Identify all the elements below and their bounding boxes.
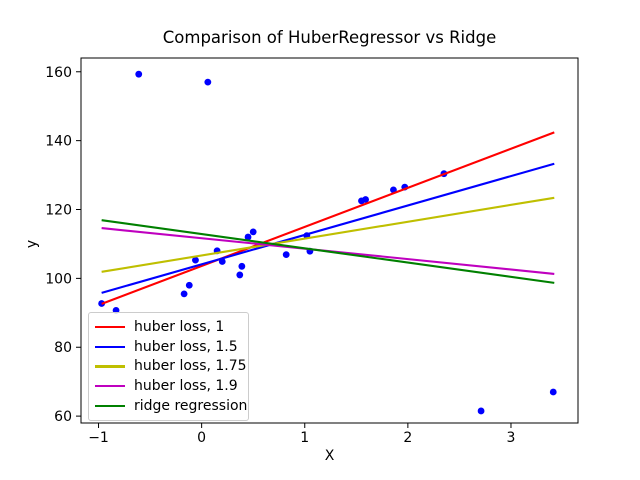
legend-line-sample [95,404,125,408]
regression-line [101,131,555,305]
x-tick-label: 2 [403,430,412,446]
scatter-point [282,251,290,259]
scatter-point [249,228,257,236]
regression-line [101,219,555,284]
x-tick-label: 1 [300,430,309,446]
y-tick-label: 60 [54,409,72,425]
scatter-point [192,256,199,264]
legend-label: huber loss, 1 [134,318,225,335]
y-tick-label: 120 [45,203,72,219]
scatter-point [135,70,143,78]
legend-label: huber loss, 1.9 [134,378,238,395]
scatter-point [244,233,252,241]
scatter-point [549,388,557,396]
legend: huber loss, 1 huber loss, 1.5 huber loss, … [88,312,249,421]
x-tick-label: −1 [88,430,109,446]
scatter-point [180,290,188,298]
legend-label: huber loss, 1.5 [134,338,238,355]
scatter-point [236,271,244,279]
scatter-point [238,262,246,270]
y-tick-label: 80 [54,340,72,356]
y-tick-label: 100 [45,271,72,287]
scatter-point [362,196,369,203]
legend-label: huber loss, 1.75 [134,358,247,375]
legend-row: huber loss, 1.5 [89,337,248,357]
legend-line-sample [95,365,125,368]
y-tick-label: 140 [45,134,72,150]
axes-frame [80,57,579,424]
scatter-point [185,281,193,289]
x-axis-label: X [324,448,335,464]
y-axis-label: y [24,239,40,249]
legend-line-sample [95,385,125,388]
regression-line [101,162,555,294]
scatter-point [204,78,212,86]
chart-title: Comparison of HuberRegressor vs Ridge [162,28,497,47]
x-tick-label: 0 [197,430,206,446]
y-tick-label: 160 [45,65,72,81]
x-tick-label: 3 [507,430,516,446]
regression-line [101,196,555,273]
legend-row: huber loss, 1.75 [89,357,248,377]
legend-row: huber loss, 1.9 [89,376,248,396]
legend-line-sample [95,345,125,348]
legend-label: ridge regression [134,398,248,415]
legend-row: huber loss, 1 [89,317,248,337]
scatter-point [477,407,485,415]
legend-line-sample [95,325,125,328]
legend-row: ridge regression [89,396,248,416]
